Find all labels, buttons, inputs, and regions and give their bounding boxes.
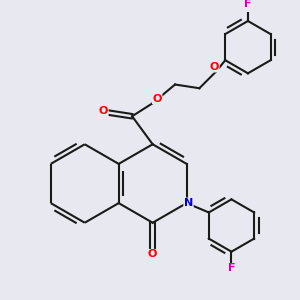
Text: O: O xyxy=(210,62,219,72)
Text: O: O xyxy=(152,94,162,104)
Text: O: O xyxy=(99,106,108,116)
Text: F: F xyxy=(244,0,252,9)
Text: O: O xyxy=(148,250,158,260)
Text: F: F xyxy=(228,263,235,274)
Text: N: N xyxy=(184,198,193,208)
